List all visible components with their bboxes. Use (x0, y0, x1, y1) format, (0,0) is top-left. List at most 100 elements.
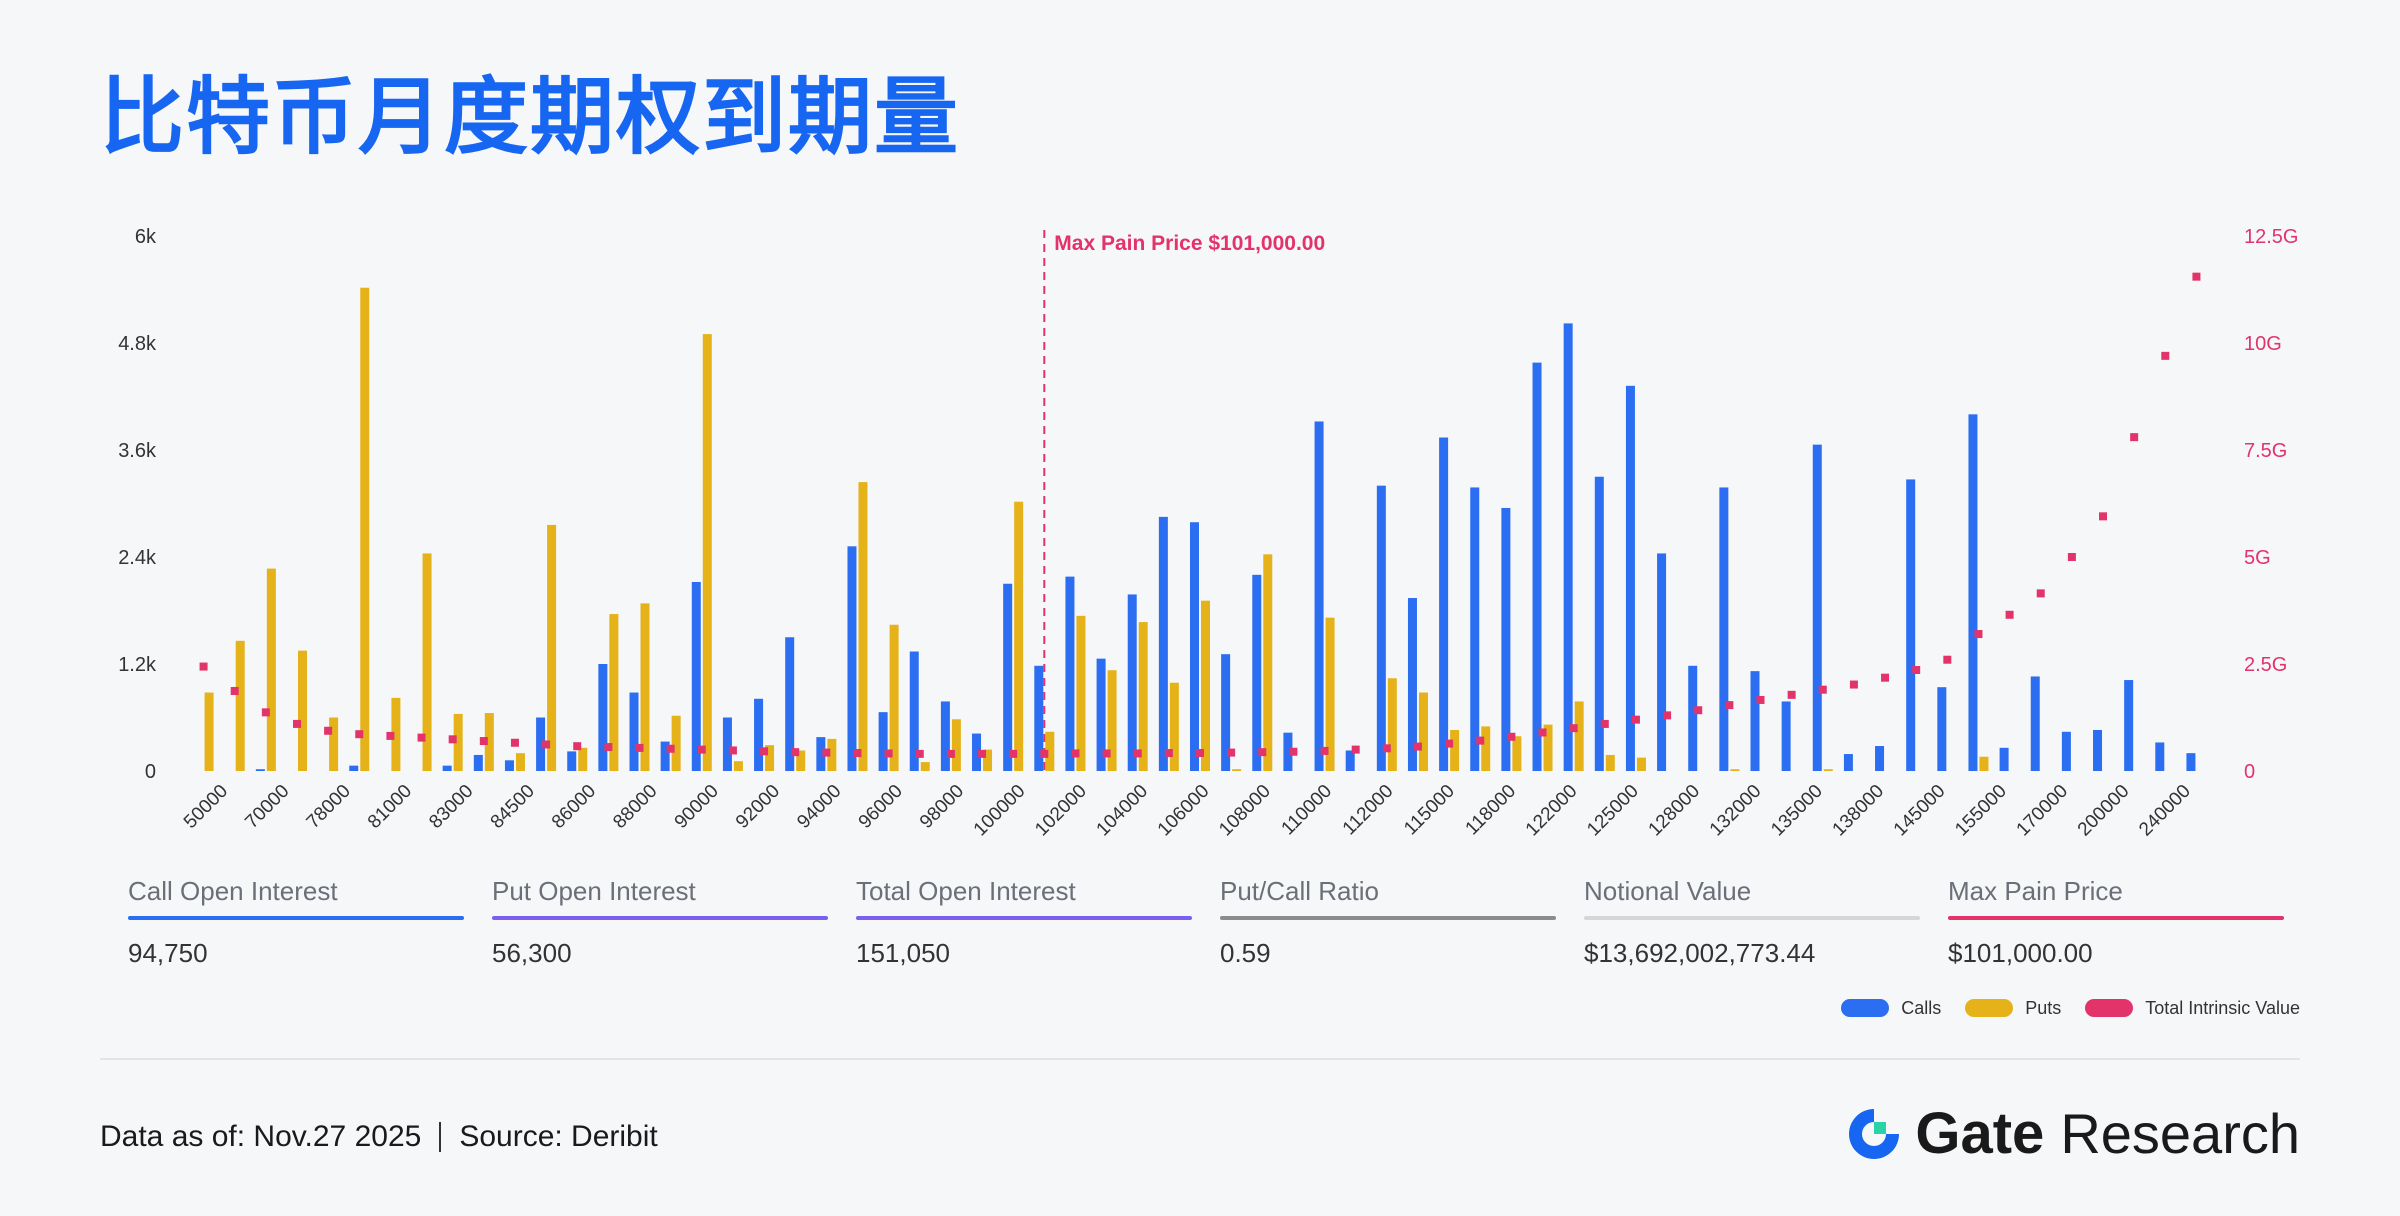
intrinsic-point (386, 731, 395, 740)
call-bar (1003, 583, 1013, 771)
legend-label-intrinsic: Total Intrinsic Value (2145, 997, 2300, 1018)
intrinsic-point (1196, 749, 1204, 758)
call-bar (1594, 476, 1604, 771)
put-bar (1201, 600, 1210, 771)
metric-underline (856, 916, 1192, 920)
intrinsic-point (1881, 673, 1890, 682)
intrinsic-point (1009, 749, 1018, 758)
left-axis: 0 1.2k 2.4k 3.6k 4.8k 6k (118, 226, 157, 783)
call-bar (1127, 594, 1137, 771)
metric-max-pain-price: Max Pain Price $101,000.00 (1948, 876, 2284, 969)
metric-underline (1948, 916, 2284, 920)
call-bar (1470, 487, 1480, 771)
put-bar (1574, 701, 1584, 771)
put-bar (391, 697, 401, 771)
put-bar (702, 334, 712, 771)
call-bar (1781, 701, 1791, 771)
metric-value: 151,050 (856, 938, 950, 968)
intrinsic-point (261, 708, 270, 717)
put-bar (1387, 678, 1397, 771)
call-bar (1501, 507, 1511, 771)
put-bar (1107, 670, 1117, 771)
x-tick-label: 84500 (487, 781, 539, 833)
call-bar (1034, 665, 1044, 771)
put-bar (733, 761, 743, 771)
call-bar (1345, 750, 1355, 771)
put-bar (609, 614, 619, 771)
x-tick-label: 98000 (916, 781, 968, 833)
x-tick-label: 104000 (1093, 781, 1153, 841)
x-tick-label: 132000 (1706, 781, 1766, 841)
metric-label: Max Pain Price (1948, 876, 2123, 906)
call-bar (1812, 444, 1822, 771)
metric-label: Total Open Interest (856, 876, 1076, 906)
intrinsic-point (230, 686, 239, 695)
max-pain-annotation: Max Pain Price $101,000.00 (1043, 230, 1325, 771)
call-bar (1750, 671, 1760, 771)
intrinsic-point (573, 742, 582, 751)
intrinsic-point (822, 748, 831, 757)
x-tick-label: 81000 (364, 781, 416, 833)
footer-source: Data as of: Nov.27 2025 Source: Deribit (100, 1120, 658, 1154)
put-bar (1512, 736, 1522, 771)
put-bar (484, 713, 494, 771)
x-tick-label: 170000 (2013, 781, 2073, 841)
put-bar (204, 692, 214, 771)
call-bar (1407, 598, 1417, 771)
brand-research-text: Research (2060, 1102, 2300, 1165)
metric-call-oi: Call Open Interest 94,750 (128, 876, 464, 969)
call-bar (1065, 576, 1075, 771)
put-bar (1730, 769, 1740, 771)
intrinsic-point (1133, 749, 1142, 758)
intrinsic-point (448, 735, 457, 744)
call-bar (1999, 747, 2009, 771)
legend-swatch-calls (1841, 999, 1890, 1017)
put-bar (1481, 726, 1491, 771)
x-tick-label: 112000 (1339, 781, 1398, 840)
intrinsic-point (1943, 655, 1952, 664)
x-tick-label: 200000 (2074, 781, 2134, 841)
legend-item-puts: Puts (1965, 998, 2061, 1019)
call-bar (785, 637, 795, 771)
brand-gate-text: Gate (1915, 1101, 2045, 1166)
call-bar (878, 712, 888, 771)
call-bar (1096, 658, 1106, 771)
put-bar (640, 603, 650, 771)
put-bar (266, 568, 276, 771)
intrinsic-point (510, 738, 519, 747)
intrinsic-point (1507, 732, 1516, 741)
intrinsic-point (417, 733, 426, 742)
left-tick-label: 3.6k (118, 440, 157, 462)
put-bar (1450, 729, 1460, 771)
put-bar (671, 715, 681, 771)
call-bar (1439, 437, 1449, 771)
call-bar (598, 664, 608, 771)
left-tick-label: 4.8k (118, 333, 157, 355)
metric-label: Notional Value (1584, 876, 1752, 906)
x-tick-label: 138000 (1829, 781, 1889, 841)
x-tick-label: 240000 (2135, 781, 2195, 841)
call-bar (2030, 676, 2040, 771)
put-bar (1014, 501, 1024, 771)
call-bar (1190, 522, 1199, 771)
call-bar (1937, 687, 1947, 771)
legend-item-intrinsic: Total Intrinsic Value (2085, 998, 2300, 1019)
intrinsic-point (1818, 685, 1827, 694)
legend-item-calls: Calls (1841, 998, 1941, 1019)
put-bar (578, 747, 588, 771)
x-axis: 50000 70000 78000 81000 83000 84500 86000 88000… (180, 781, 2195, 841)
intrinsic-point (1258, 748, 1267, 757)
metric-total-oi: Total Open Interest 151,050 (856, 876, 1192, 969)
put-bar (889, 624, 899, 771)
call-bar (2061, 731, 2071, 771)
intrinsic-point (1413, 742, 1422, 751)
x-tick-label: 90000 (671, 781, 723, 833)
left-tick-label: 6k (135, 226, 157, 248)
call-bar (629, 692, 639, 771)
intrinsic-point (1569, 724, 1578, 733)
metric-underline (128, 916, 464, 920)
intrinsic-point (1351, 745, 1360, 754)
metric-underline (492, 916, 828, 920)
data-as-of: Data as of: Nov.27 2025 (100, 1120, 422, 1153)
metrics-row: Call Open Interest 94,750 Put Open Inter… (128, 876, 2288, 976)
